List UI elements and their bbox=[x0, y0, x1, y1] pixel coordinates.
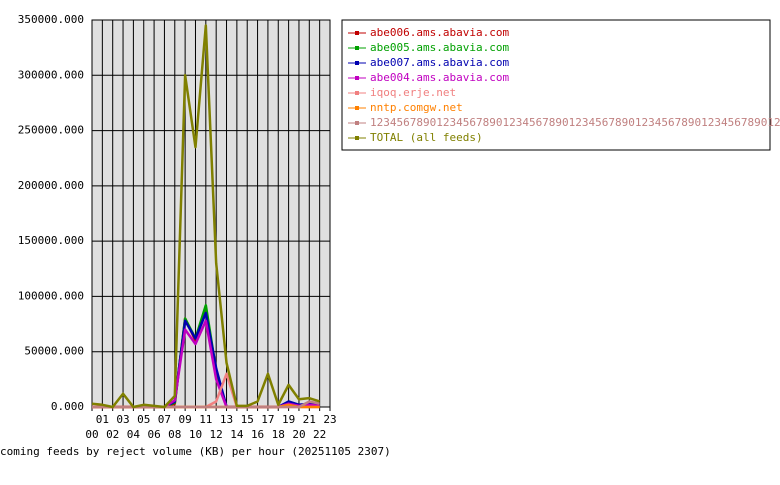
x-tick-label: 20 bbox=[292, 428, 305, 441]
x-tick-label: 01 bbox=[96, 413, 109, 426]
legend-label: TOTAL (all feeds) bbox=[370, 131, 483, 144]
y-tick-label: 50000.000 bbox=[24, 345, 84, 358]
legend-label: nntp.comgw.net bbox=[370, 101, 463, 114]
y-tick-label: 350000.000 bbox=[18, 13, 84, 26]
legend-label: iqoq.erje.net bbox=[370, 86, 456, 99]
x-tick-label: 15 bbox=[241, 413, 254, 426]
y-tick-label: 300000.000 bbox=[18, 68, 84, 81]
x-tick-label: 21 bbox=[303, 413, 316, 426]
x-tick-label: 00 bbox=[85, 428, 98, 441]
legend-marker bbox=[355, 76, 359, 80]
y-tick-label: 150000.000 bbox=[18, 234, 84, 247]
x-tick-label: 12 bbox=[210, 428, 223, 441]
x-tick-label: 19 bbox=[282, 413, 295, 426]
legend-label: abe004.ams.abavia.com bbox=[370, 71, 509, 84]
x-tick-label: 11 bbox=[199, 413, 212, 426]
x-tick-label: 06 bbox=[147, 428, 160, 441]
legend-marker bbox=[355, 136, 359, 140]
legend-label: 1234567890123456789012345678901234567890… bbox=[370, 116, 780, 129]
x-tick-label: 07 bbox=[158, 413, 171, 426]
series-line bbox=[92, 400, 320, 409]
x-tick-label: 18 bbox=[272, 428, 285, 441]
y-tick-label: 0.000 bbox=[51, 400, 84, 413]
x-tick-label: 14 bbox=[230, 428, 244, 441]
legend-label: abe007.ams.abavia.com bbox=[370, 56, 509, 69]
x-tick-label: 05 bbox=[137, 413, 150, 426]
legend-label: abe005.ams.abavia.com bbox=[370, 41, 509, 54]
legend-marker bbox=[355, 46, 359, 50]
legend-marker bbox=[355, 61, 359, 65]
x-tick-label: 10 bbox=[189, 428, 202, 441]
x-tick-label: 04 bbox=[127, 428, 141, 441]
x-tick-label: 17 bbox=[261, 413, 274, 426]
chart-title: coming feeds by reject volume (KB) per h… bbox=[0, 445, 391, 458]
legend-marker bbox=[355, 106, 359, 110]
x-tick-label: 23 bbox=[323, 413, 336, 426]
x-tick-label: 03 bbox=[116, 413, 129, 426]
x-tick-label: 13 bbox=[220, 413, 233, 426]
x-tick-label: 16 bbox=[251, 428, 264, 441]
legend-marker bbox=[355, 121, 359, 125]
legend-marker bbox=[355, 91, 359, 95]
y-tick-label: 100000.000 bbox=[18, 289, 84, 302]
x-tick-label: 09 bbox=[179, 413, 192, 426]
legend-marker bbox=[355, 31, 359, 35]
y-tick-label: 200000.000 bbox=[18, 179, 84, 192]
x-tick-label: 22 bbox=[313, 428, 326, 441]
legend-box bbox=[341, 19, 771, 151]
x-tick-label: 02 bbox=[106, 428, 119, 441]
series-line bbox=[91, 24, 321, 409]
x-tick-label: 08 bbox=[168, 428, 181, 441]
legend-label: abe006.ams.abavia.com bbox=[370, 26, 509, 39]
y-tick-label: 250000.000 bbox=[18, 124, 84, 137]
